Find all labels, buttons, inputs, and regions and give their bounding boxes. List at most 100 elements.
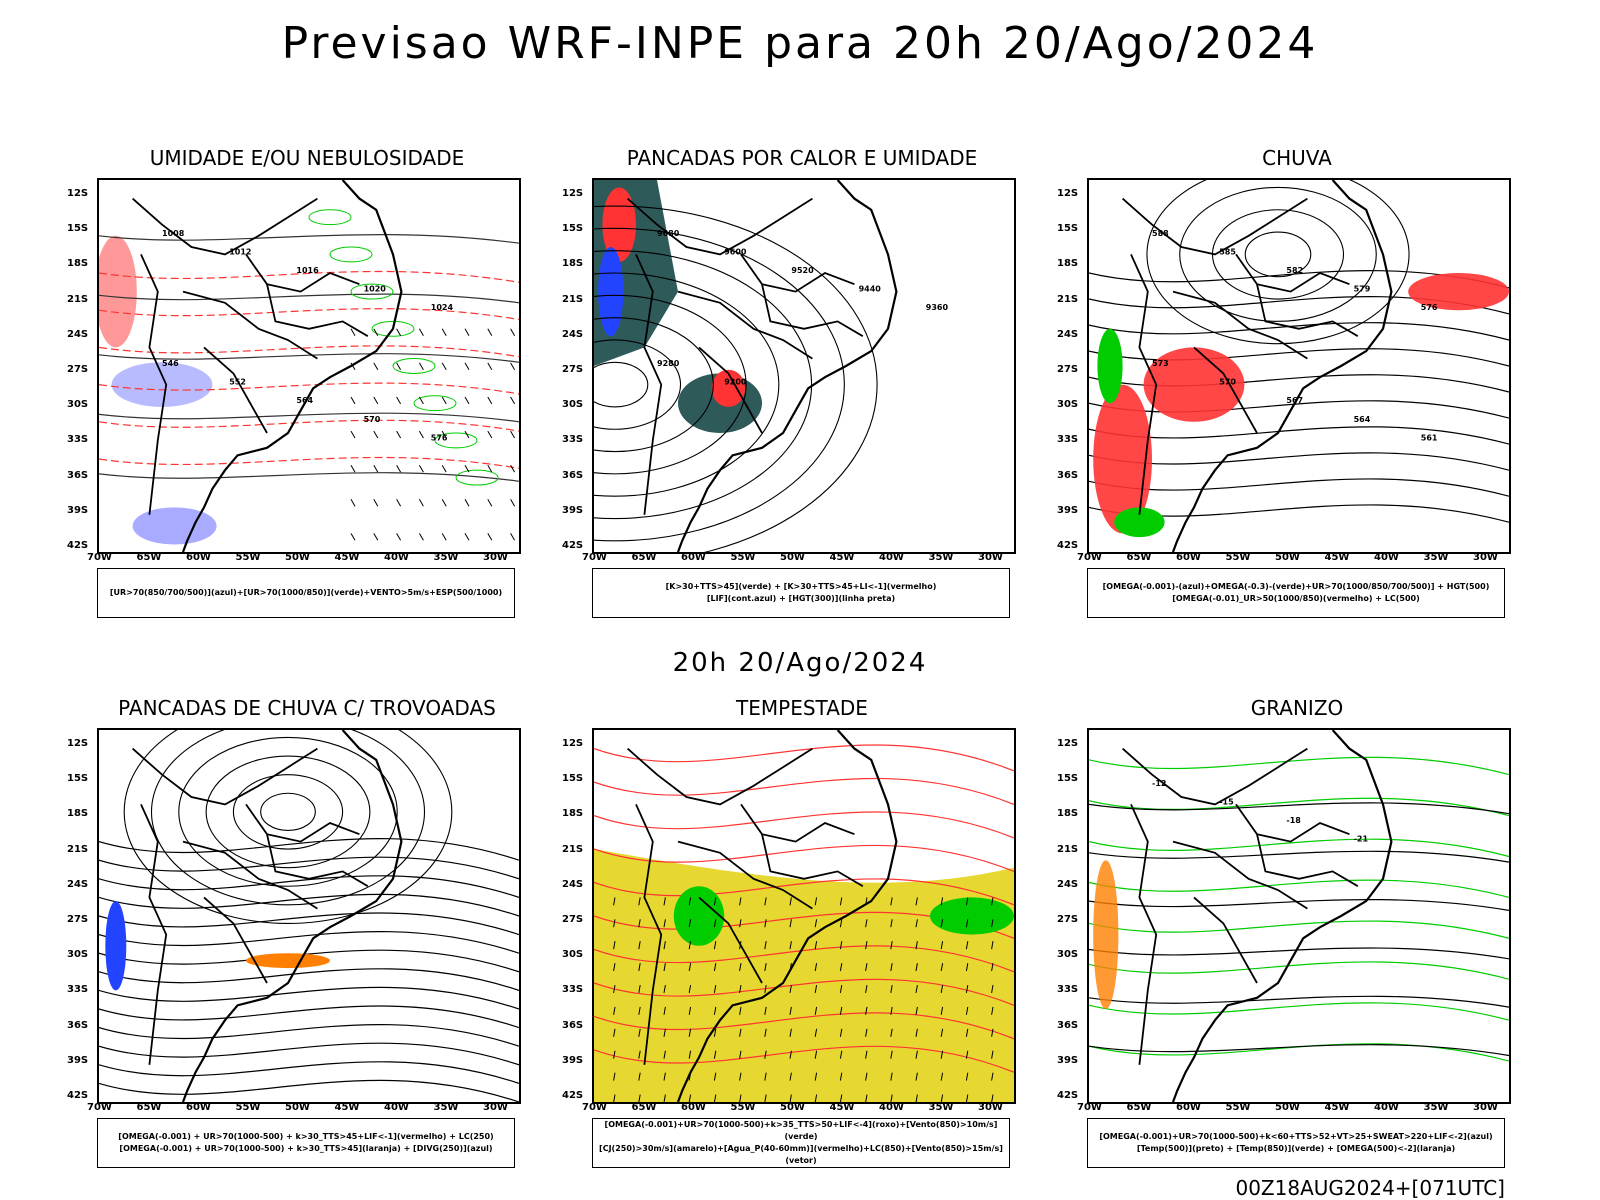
latitude-label: 27S xyxy=(1057,364,1079,375)
latitude-label: 15S xyxy=(562,223,584,235)
hgt300-contour xyxy=(594,361,649,408)
hgt300-contour xyxy=(594,317,714,453)
panel-legend: [UR>70(850/700/500)](azul)+[UR>70(1000/8… xyxy=(97,568,515,618)
wind-vector xyxy=(890,1006,893,1015)
temp850-contour xyxy=(1089,756,1509,776)
latitude-label: 36S xyxy=(1057,1019,1079,1031)
wind-vector xyxy=(890,1050,893,1059)
country-border xyxy=(677,840,813,910)
latitude-label: 27S xyxy=(67,914,89,925)
wind-vector xyxy=(688,919,692,928)
wind-vector xyxy=(510,533,516,541)
longitude-label: 70W xyxy=(582,552,607,563)
contour-label: 567 xyxy=(1286,396,1303,405)
run-info: 00Z18AUG2024+[071UTC] xyxy=(1235,1176,1505,1200)
wind-vector xyxy=(487,328,493,336)
rain-area-red xyxy=(1408,273,1509,311)
humidity-area-green xyxy=(455,469,499,486)
longitude-label: 45W xyxy=(334,552,360,563)
wind-vector xyxy=(638,1072,641,1081)
latitude-label: 33S xyxy=(562,434,584,446)
latitude-label: 36S xyxy=(67,469,89,481)
wind-vector xyxy=(865,1050,868,1059)
coastline xyxy=(676,730,898,1102)
wind-vector xyxy=(789,1050,792,1059)
longitude-label: 55W xyxy=(1225,552,1251,563)
wind-vector xyxy=(663,919,666,928)
thickness-contour xyxy=(99,345,519,358)
wind-vector xyxy=(638,1094,641,1102)
wind-vector xyxy=(464,464,470,473)
wind-vector xyxy=(940,1094,944,1102)
longitude-label: 35W xyxy=(1423,1102,1449,1113)
latitude-label: 21S xyxy=(67,843,89,855)
streamline-850 xyxy=(594,978,1014,1006)
panel-title: TEMPESTADE xyxy=(736,696,868,720)
country-border xyxy=(627,747,813,806)
wind-vector xyxy=(663,1072,666,1081)
latitude-label: 12S xyxy=(67,188,89,199)
wind-vector xyxy=(464,499,470,507)
wind-vector xyxy=(940,897,944,906)
temp850-contour xyxy=(1089,879,1509,898)
wind-vector xyxy=(839,941,843,950)
country-border xyxy=(140,804,168,1065)
map-frame: 9680 9600 9520 9440 9360 9280 9200 xyxy=(592,178,1016,554)
legend-line: [OMEGA(-0.001) + UR>70(1000-500) + k>30_… xyxy=(119,1144,493,1153)
latitude-label: 42S xyxy=(1057,540,1079,551)
streamline xyxy=(99,893,519,917)
streamline xyxy=(150,730,426,906)
wind-vector xyxy=(663,963,666,972)
wind-vector xyxy=(688,941,692,950)
longitude-label: 30W xyxy=(978,1102,1003,1113)
latitude-label: 39S xyxy=(1057,1054,1079,1066)
wind-vector xyxy=(373,362,379,371)
pressure-contour xyxy=(99,353,519,363)
latitude-label: 33S xyxy=(1057,434,1079,446)
coastline xyxy=(676,180,898,552)
wind-vector xyxy=(739,984,742,994)
latitude-label: 15S xyxy=(1057,773,1079,785)
latitude-label: 36S xyxy=(562,469,584,481)
contour-label: 1012 xyxy=(229,247,251,256)
wind-vector xyxy=(915,963,918,972)
wind-vector xyxy=(638,984,641,994)
latitude-label: 30S xyxy=(1057,399,1079,411)
pressure-contour xyxy=(99,472,519,482)
contour-label: 546 xyxy=(162,359,179,368)
streamline xyxy=(123,730,453,924)
streamline-850 xyxy=(594,1012,1014,1040)
temp850-contour xyxy=(1089,961,1509,980)
country-border xyxy=(1193,896,1258,984)
wind-vector xyxy=(638,897,641,906)
latitude-label: 21S xyxy=(1057,843,1079,855)
wind-vector xyxy=(890,941,893,950)
contour-label: 1016 xyxy=(296,266,319,275)
longitude-label: 50W xyxy=(1275,552,1300,563)
wind-vector xyxy=(965,1094,969,1102)
wind-vector xyxy=(464,533,470,541)
wind-vector xyxy=(814,941,818,950)
wind-vector xyxy=(764,1094,767,1102)
wind-vector xyxy=(487,396,493,405)
lifted-index-contour xyxy=(598,246,624,337)
divergence-area-blue xyxy=(105,901,127,991)
longitude-label: 50W xyxy=(1275,1102,1300,1113)
humidity-area-green xyxy=(371,320,415,337)
country-border xyxy=(698,896,763,984)
country-border xyxy=(1130,804,1158,1065)
latitude-label: 24S xyxy=(562,878,584,890)
wind-vector xyxy=(350,430,356,439)
wind-vector xyxy=(940,984,944,994)
wind-vector xyxy=(764,897,767,906)
wind-vector xyxy=(965,1028,969,1037)
wind-vector xyxy=(789,1028,792,1037)
latitude-label: 27S xyxy=(562,364,584,375)
wind-vector xyxy=(350,396,356,405)
wind-vector xyxy=(890,1072,893,1081)
country-border xyxy=(182,290,318,360)
panel-title: PANCADAS POR CALOR E UMIDADE xyxy=(626,146,978,170)
longitude-label: 70W xyxy=(87,1102,112,1113)
